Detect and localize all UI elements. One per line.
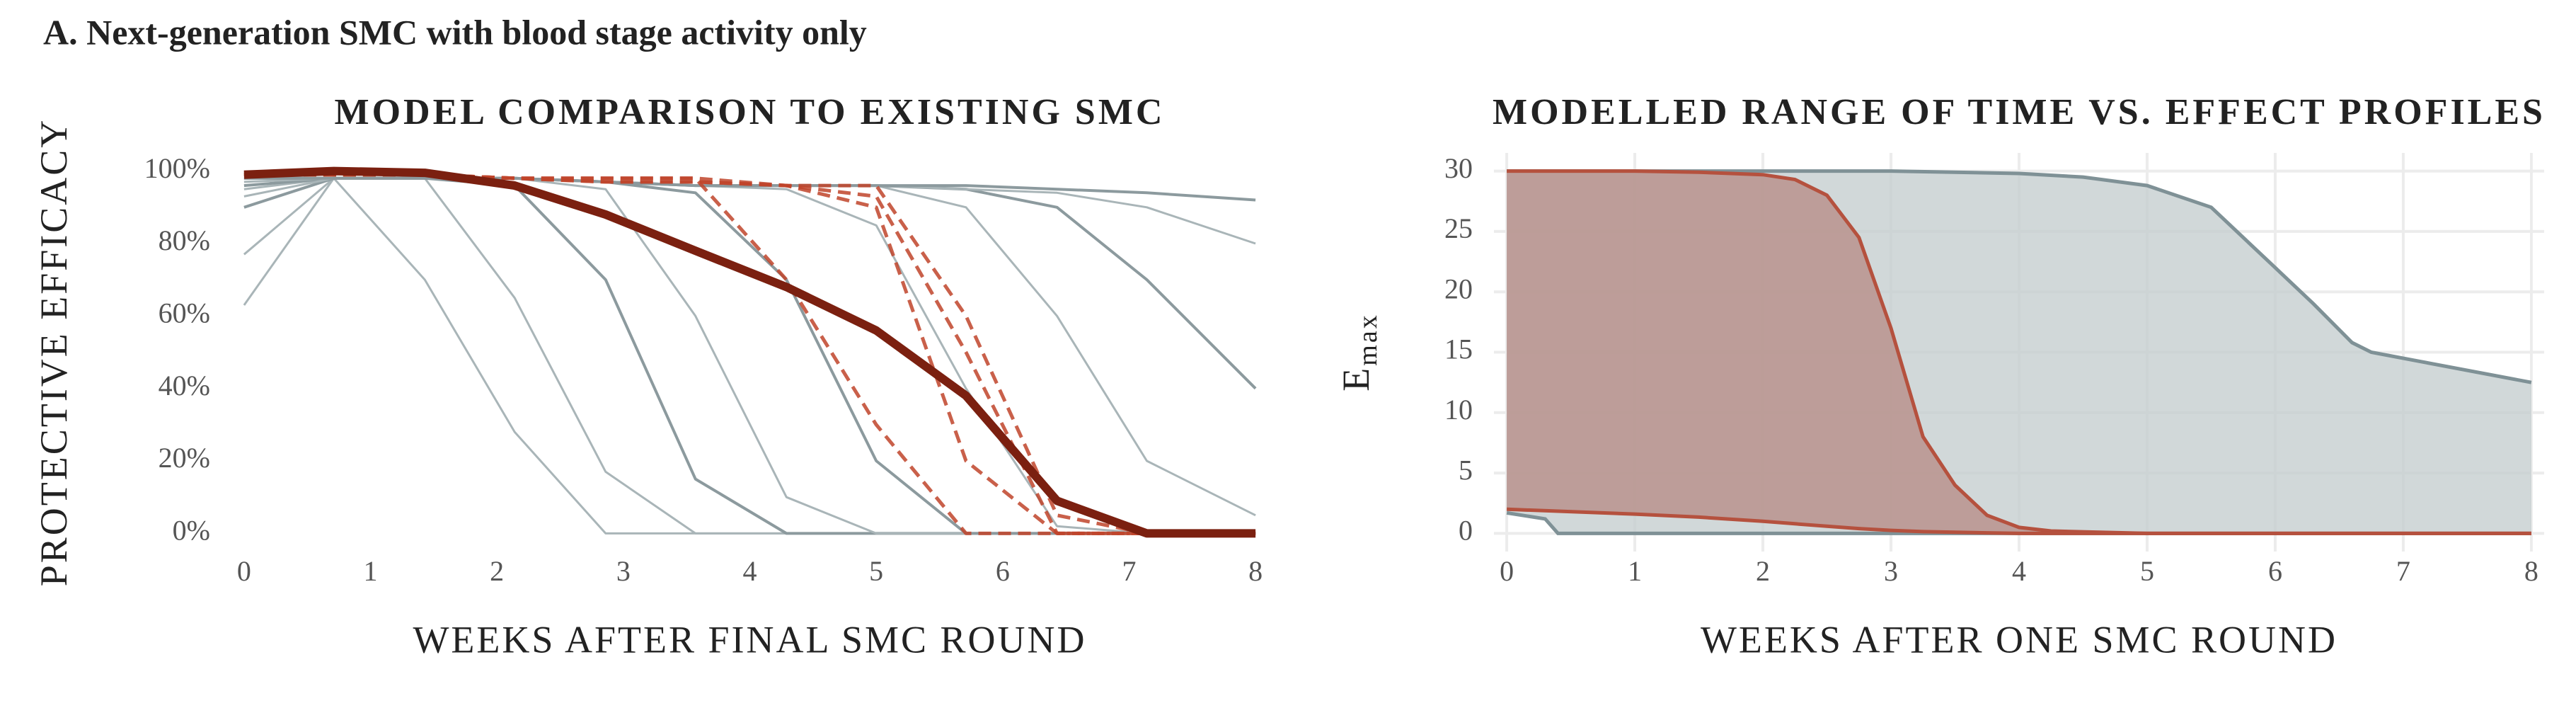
x-tick-label: 4 xyxy=(2012,555,2026,587)
y-tick-label: 0 xyxy=(1459,515,1473,547)
y-axis-label-sub: max xyxy=(1353,313,1383,365)
x-tick-label: 2 xyxy=(1756,555,1770,587)
x-tick-label: 7 xyxy=(2396,555,2410,587)
ribbon-area xyxy=(1507,171,2531,534)
y-tick-label: 30 xyxy=(1444,152,1473,184)
series-line xyxy=(243,173,1256,535)
panel-title: MODELLED RANGE OF TIME VS. EFFECT PROFIL… xyxy=(1493,92,2546,132)
y-tick-label: 15 xyxy=(1444,333,1473,365)
series-line xyxy=(243,173,1256,535)
y-axis-label-main: E xyxy=(1335,366,1377,392)
series-line xyxy=(243,166,1256,538)
ribbon-lower-line xyxy=(1507,507,2531,535)
series-line xyxy=(243,177,1256,517)
series-line xyxy=(243,176,1257,390)
x-tick-label: 5 xyxy=(2140,555,2154,587)
y-axis-label: PROTECTIVE EFFICACY xyxy=(33,118,75,587)
y-tick-label: 40% xyxy=(159,370,210,401)
series-line xyxy=(243,177,1256,535)
series-line xyxy=(243,177,1256,535)
x-axis-label: WEEKS AFTER FINAL SMC ROUND xyxy=(413,618,1086,661)
x-tick-label: 7 xyxy=(1122,555,1136,587)
x-tick-label: 1 xyxy=(1628,555,1642,587)
x-tick-label: 6 xyxy=(996,555,1010,587)
x-tick-label: 0 xyxy=(1500,555,1514,587)
x-tick-label: 4 xyxy=(743,555,757,587)
y-tick-label: 10 xyxy=(1444,394,1473,426)
x-tick-label: 8 xyxy=(2524,555,2538,587)
series-line xyxy=(243,173,1256,535)
x-tick-label: 3 xyxy=(616,555,631,587)
series-line xyxy=(243,176,1256,202)
figure-heading: A. Next-generation SMC with blood stage … xyxy=(43,12,867,52)
y-tick-label: 25 xyxy=(1444,212,1473,244)
x-tick-label: 2 xyxy=(490,555,504,587)
x-tick-label: 5 xyxy=(869,555,883,587)
y-tick-label: 60% xyxy=(159,297,210,329)
x-tick-label: 1 xyxy=(364,555,378,587)
ribbon-upper-line xyxy=(1507,169,2531,535)
series-line xyxy=(243,177,1256,535)
y-tick-label: 80% xyxy=(159,224,210,256)
y-tick-label: 5 xyxy=(1459,454,1473,486)
x-axis-label: WEEKS AFTER ONE SMC ROUND xyxy=(1701,618,2338,661)
x-tick-label: 3 xyxy=(1884,555,1898,587)
x-tick-label: 0 xyxy=(237,555,251,587)
y-tick-label: 100% xyxy=(144,152,210,184)
series-line xyxy=(243,177,1256,535)
y-tick-label: 20% xyxy=(159,442,210,474)
series-line xyxy=(243,176,1256,535)
y-tick-label: 0% xyxy=(173,515,210,547)
y-tick-label: 20 xyxy=(1444,273,1473,304)
x-tick-label: 6 xyxy=(2268,555,2282,587)
y-axis-label: Emax xyxy=(1335,313,1382,391)
series-line xyxy=(243,173,1256,535)
x-tick-label: 8 xyxy=(1248,555,1263,587)
series-line xyxy=(243,176,1256,535)
y-axis-label-main: PROTECTIVE EFFICACY xyxy=(33,118,75,587)
panel-title: MODEL COMPARISON TO EXISTING SMC xyxy=(335,92,1166,132)
